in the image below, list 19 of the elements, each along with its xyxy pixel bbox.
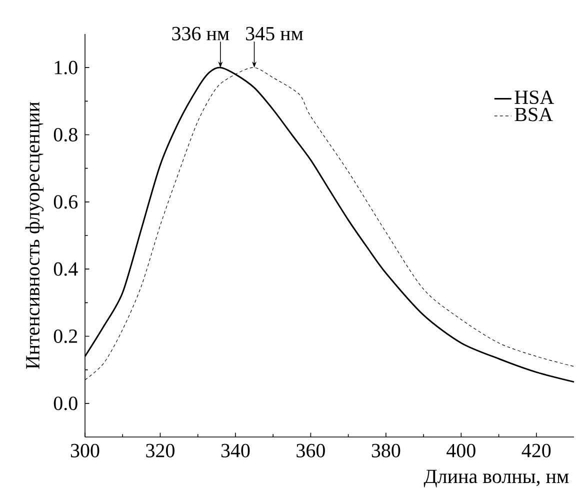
legend-label: HSA bbox=[514, 90, 554, 104]
x-tick-label: 320 bbox=[146, 444, 174, 458]
y-axis-title: Интенсивность флуоресценции bbox=[25, 102, 44, 369]
annotation: 336 нм bbox=[172, 26, 230, 40]
x-tick-label: 340 bbox=[221, 444, 250, 458]
x-tick-label: 380 bbox=[372, 444, 400, 458]
y-tick-label: 0.0 bbox=[54, 396, 78, 410]
x-axis-title: Длина волны, нм bbox=[424, 470, 569, 488]
legend-label: BSA bbox=[514, 108, 553, 122]
y-tick-label: 0.2 bbox=[54, 329, 78, 344]
x-tick-label: 420 bbox=[522, 444, 551, 458]
x-tick-label: 300 bbox=[70, 444, 100, 458]
x-tick-label: 400 bbox=[446, 444, 476, 458]
y-tick-label: 0.4 bbox=[54, 262, 78, 276]
y-tick-label: 0.8 bbox=[54, 128, 78, 142]
y-tick-label: 0.6 bbox=[54, 195, 78, 209]
x-tick-label: 360 bbox=[296, 444, 325, 458]
y-tick-label: 1.0 bbox=[54, 60, 78, 74]
annotation: 345 нм bbox=[246, 26, 303, 40]
